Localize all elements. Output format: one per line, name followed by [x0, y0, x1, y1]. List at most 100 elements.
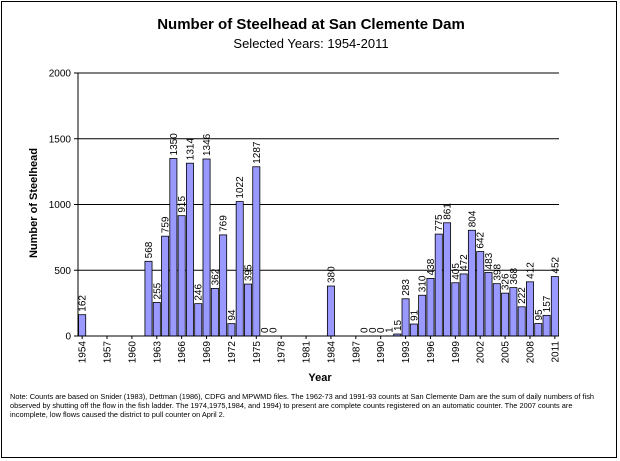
data-label-1974: 395 [244, 264, 255, 281]
x-tick-label-2005: 2005 [501, 341, 512, 364]
x-tick-label-1981: 1981 [302, 341, 313, 364]
bar-2007 [517, 306, 526, 337]
x-tick-label-1972: 1972 [227, 341, 238, 364]
data-label-1965: 1350 [169, 133, 180, 156]
data-label-1962: 568 [144, 241, 155, 258]
data-label-1971: 769 [219, 215, 230, 232]
bar-1963 [152, 302, 161, 337]
bar-1962 [144, 260, 153, 337]
data-label-1991: 1 [384, 327, 395, 333]
y-tick-label: 2000 [49, 69, 72, 80]
data-label-1970: 362 [210, 268, 221, 285]
data-label-1988: 0 [360, 327, 371, 333]
bar-1999 [451, 282, 460, 337]
bar-2004 [492, 283, 501, 337]
data-label-2001: 804 [467, 210, 478, 227]
chart-subtitle: Selected Years: 1954-2011 [233, 36, 388, 51]
bar-1954 [78, 314, 87, 337]
bar-2006 [509, 287, 518, 337]
y-tick-label: 0 [65, 332, 71, 343]
y-tick-label: 1500 [49, 134, 72, 145]
bar-1997 [434, 233, 443, 337]
data-label-1976: 0 [260, 327, 271, 333]
x-tick-label-1966: 1966 [177, 341, 188, 364]
x-tick-label-1999: 1999 [451, 341, 462, 364]
x-tick-label-1963: 1963 [152, 341, 163, 364]
data-label-2009: 95 [534, 309, 545, 321]
axes [74, 72, 559, 339]
data-label-1984: 380 [326, 266, 337, 283]
x-tick-labels: 1954 1957 1960 1963 1966 1969 1972 1975 1978 1981… [78, 341, 562, 364]
bars [78, 158, 559, 337]
y-tick-label: 1000 [49, 200, 72, 211]
y-tick-label: 500 [54, 266, 71, 277]
bar-1969 [202, 158, 211, 337]
x-tick-label-1987: 1987 [351, 341, 362, 364]
x-tick-label-2002: 2002 [476, 341, 487, 364]
data-label-2006: 368 [509, 267, 520, 284]
data-label-1975: 1287 [252, 141, 263, 164]
bar-1974 [244, 283, 252, 337]
data-label-2010: 157 [542, 295, 553, 312]
x-tick-label-1996: 1996 [426, 341, 437, 364]
x-tick-label-1975: 1975 [252, 341, 263, 364]
bar-2003 [484, 272, 493, 337]
bar-1965 [169, 158, 178, 337]
x-tick-label-1960: 1960 [127, 341, 138, 364]
data-label-1994: 91 [409, 309, 420, 321]
data-label-2002: 642 [476, 231, 487, 248]
data-labels: 1625682557591350915131424613463627699410… [78, 133, 562, 333]
data-label-1992: 15 [393, 319, 404, 331]
gridlines [78, 72, 559, 271]
y-tick-labels: 0 500 1000 1500 2000 [49, 69, 72, 343]
data-label-1964: 759 [161, 216, 172, 233]
bar-1975 [252, 166, 261, 337]
bar-2000 [459, 273, 468, 337]
bar-2009 [534, 323, 543, 337]
data-label-1995: 310 [418, 275, 429, 292]
bar-1966 [177, 215, 186, 337]
bar-1967 [185, 162, 194, 337]
data-label-1972: 94 [227, 309, 238, 321]
data-label-1977: 0 [268, 327, 279, 333]
data-label-1973: 1022 [235, 176, 246, 199]
data-label-1998: 861 [443, 203, 454, 220]
data-label-2005: 326 [501, 273, 512, 290]
data-label-2004: 398 [492, 264, 503, 281]
data-label-1966: 915 [177, 196, 188, 213]
bar-2005 [501, 292, 510, 337]
x-tick-label-2008: 2008 [525, 341, 536, 364]
bar-2002 [476, 251, 485, 337]
data-label-1989: 0 [368, 327, 379, 333]
data-label-2007: 222 [517, 287, 528, 304]
bar-1970 [210, 287, 219, 337]
data-label-2011: 452 [550, 256, 561, 273]
data-label-2008: 412 [525, 262, 536, 279]
x-tick-label-1969: 1969 [202, 341, 213, 364]
chart-note: Note: Counts are based on Snider (1983),… [10, 392, 595, 420]
data-label-1996: 438 [426, 258, 437, 275]
data-label-1997: 775 [434, 214, 445, 231]
data-label-2003: 483 [484, 252, 495, 269]
data-label-1969: 1346 [202, 133, 213, 156]
x-tick-label-1954: 1954 [78, 341, 89, 364]
x-axis-title: Year [308, 372, 332, 384]
bar-1984 [326, 285, 335, 337]
data-label-1963: 255 [152, 282, 163, 299]
data-label-2000: 472 [459, 254, 470, 271]
data-label-1999: 405 [451, 263, 462, 280]
x-tick-label-1978: 1978 [277, 341, 288, 364]
x-tick-label-1990: 1990 [376, 341, 387, 364]
y-axis-title: Number of Steelhead [28, 148, 40, 258]
bar-1994 [409, 323, 418, 337]
chart-title: Number of Steelhead at San Clemente Dam [157, 16, 465, 33]
data-label-1967: 1314 [185, 138, 196, 161]
x-tick-label-1984: 1984 [326, 341, 337, 364]
data-label-1954: 162 [78, 295, 89, 312]
bar-1968 [194, 303, 203, 337]
bar-2001 [467, 229, 476, 337]
data-label-1968: 246 [194, 284, 205, 301]
x-tick-label-2011: 2011 [550, 341, 561, 363]
